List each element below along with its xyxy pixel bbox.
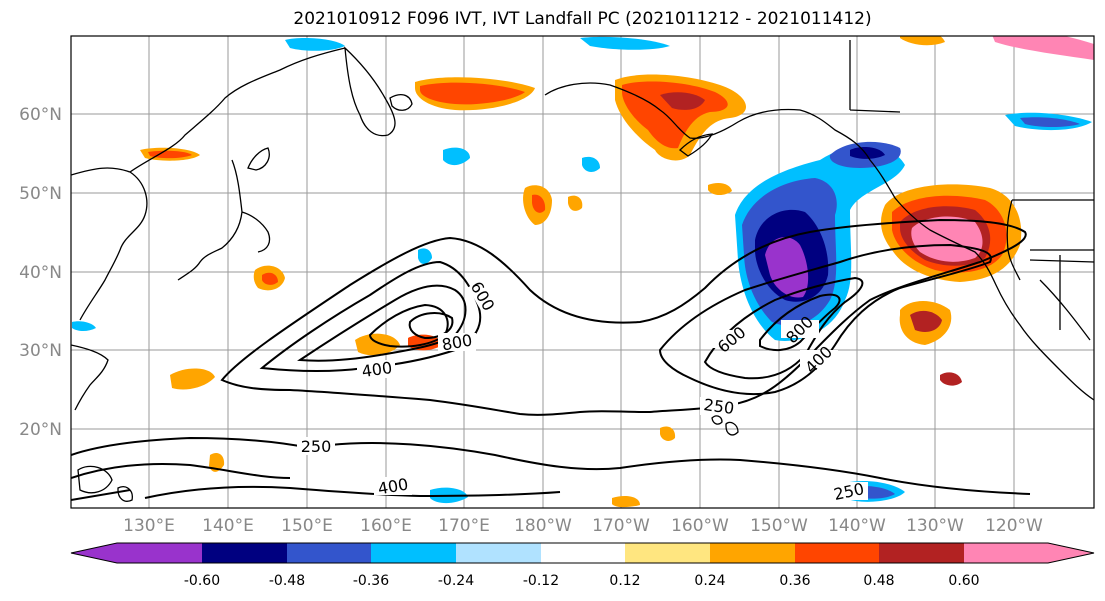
lon-label: 170°E bbox=[438, 516, 490, 536]
lon-label: 140°E bbox=[202, 516, 254, 536]
colorbar-label: -0.12 bbox=[523, 573, 559, 589]
colorbar-label: 0.60 bbox=[948, 573, 979, 589]
lon-label: 160°W bbox=[671, 516, 729, 536]
colorbar-extend-left bbox=[71, 543, 117, 563]
lon-label: 180°W bbox=[514, 516, 572, 536]
lon-label: 130°E bbox=[123, 516, 175, 536]
lon-label: 160°E bbox=[360, 516, 412, 536]
colorbar-swatch bbox=[456, 543, 541, 563]
lat-label: 50°N bbox=[19, 184, 62, 204]
lat-label: 40°N bbox=[19, 263, 62, 283]
contour-label: 250 bbox=[702, 395, 735, 418]
colorbar-swatch bbox=[964, 543, 1048, 563]
colorbar-swatch bbox=[879, 543, 964, 563]
lon-label: 150°E bbox=[281, 516, 333, 536]
colorbar-label: -0.60 bbox=[184, 573, 220, 589]
contour-label: 400 bbox=[360, 358, 393, 381]
colorbar-label: 0.36 bbox=[779, 573, 810, 589]
lon-label: 150°W bbox=[750, 516, 808, 536]
colorbar: -0.60 -0.48 -0.36 -0.24 -0.12 0.12 0.24 … bbox=[70, 542, 1095, 589]
ivt-contours bbox=[71, 218, 1031, 501]
lon-label: 130°W bbox=[906, 516, 964, 536]
colorbar-label: -0.36 bbox=[353, 573, 389, 589]
lat-label: 20°N bbox=[19, 420, 62, 440]
colorbar-swatch bbox=[371, 543, 456, 563]
map-title: 2021010912 F096 IVT, IVT Landfall PC (20… bbox=[293, 9, 872, 29]
lat-label: 30°N bbox=[19, 341, 62, 361]
colorbar-swatch bbox=[625, 543, 710, 563]
colorbar-label: 0.24 bbox=[694, 573, 725, 589]
pc-shading bbox=[72, 36, 1094, 508]
contour-labels: 600 800 400 250 250 400 600 800 400 250 bbox=[297, 278, 868, 504]
colorbar-swatch bbox=[202, 543, 287, 563]
lon-label: 140°W bbox=[828, 516, 886, 536]
lon-label: 170°W bbox=[592, 516, 650, 536]
colorbar-extend-right bbox=[1048, 543, 1094, 563]
map-frame bbox=[70, 35, 1095, 509]
gridlines bbox=[71, 36, 1094, 508]
lat-label: 60°N bbox=[19, 105, 62, 125]
colorbar-label: 0.48 bbox=[863, 573, 894, 589]
colorbar-swatch bbox=[287, 543, 371, 563]
colorbar-swatch bbox=[117, 543, 202, 563]
colorbar-label: 0.12 bbox=[609, 573, 640, 589]
colorbar-label: -0.24 bbox=[438, 573, 474, 589]
contour-label: 250 bbox=[301, 437, 332, 456]
colorbar-label: -0.48 bbox=[269, 573, 305, 589]
lon-label: 120°W bbox=[985, 516, 1043, 536]
coastlines bbox=[71, 40, 1094, 502]
colorbar-swatch bbox=[541, 543, 625, 563]
colorbar-swatch bbox=[795, 543, 879, 563]
colorbar-swatch bbox=[710, 543, 795, 563]
longitude-labels: 130°E 140°E 150°E 160°E 170°E 180°W 170°… bbox=[123, 516, 1043, 536]
latitude-labels: 60°N 50°N 40°N 30°N 20°N bbox=[19, 105, 62, 440]
